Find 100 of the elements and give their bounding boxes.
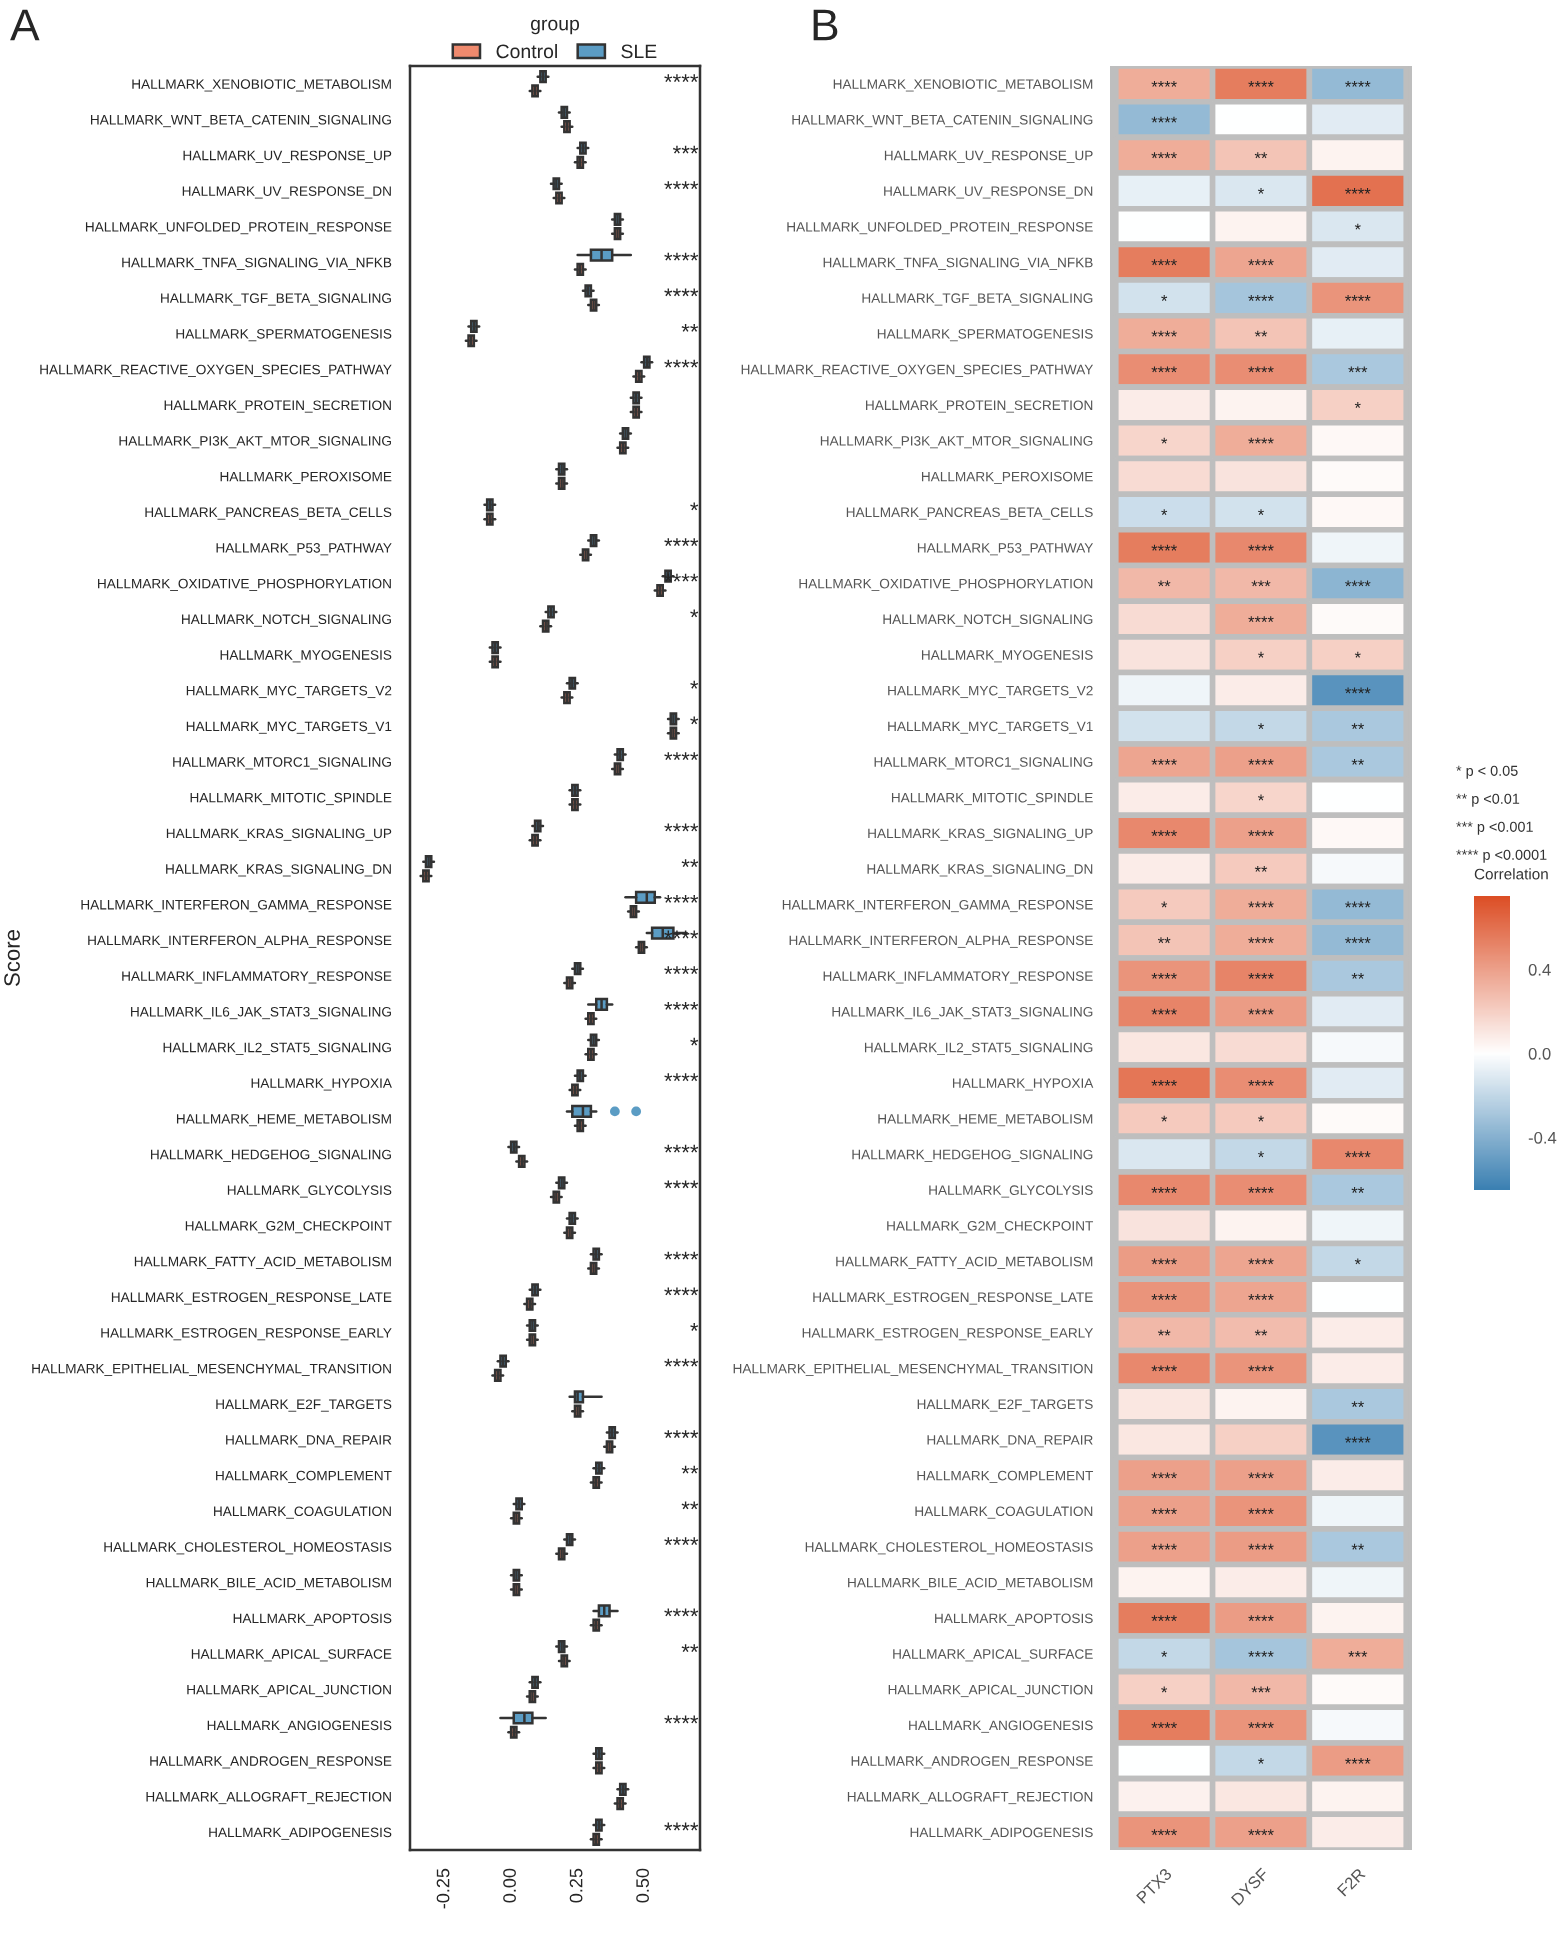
data-label: **** <box>1248 1650 1274 1657</box>
text: **** <box>664 288 699 297</box>
text: **** <box>664 1144 699 1153</box>
text: * <box>690 502 699 511</box>
data-label: ** <box>1157 1329 1171 1336</box>
color-bar-label: -0.4 <box>1528 1131 1557 1144</box>
data-label: * <box>1258 1757 1264 1764</box>
data-label: **** <box>1248 1722 1274 1729</box>
data-label: **** <box>1345 901 1371 908</box>
data-label: **** <box>1248 544 1274 551</box>
data-label: **** <box>1151 80 1177 87</box>
data-label: **** <box>1151 1258 1177 1265</box>
data-label: **** <box>1151 366 1177 373</box>
data-label: ** <box>1254 865 1268 872</box>
data-label: **** <box>1248 830 1274 837</box>
data-label: * <box>1258 794 1264 801</box>
text: **** <box>664 1251 699 1260</box>
text: **** <box>664 252 699 261</box>
data-label: * <box>1161 901 1168 908</box>
text: * <box>690 1323 699 1331</box>
text: * <box>690 609 699 618</box>
text: **** <box>664 823 699 832</box>
text: **** <box>664 1001 699 1010</box>
data-label: * <box>1161 1650 1168 1657</box>
data-label: * <box>1161 437 1168 444</box>
data-label: ** <box>1351 723 1365 730</box>
text: **** <box>664 1180 699 1189</box>
data-label: **** <box>1151 1829 1177 1836</box>
x-tick-label: 0.00 <box>503 1868 516 1903</box>
data-label: ** <box>1254 330 1268 337</box>
text: **** <box>664 74 699 83</box>
x-tick-label: 0.50 <box>636 1868 649 1903</box>
data-label: **** <box>1248 616 1274 623</box>
data-label: * <box>1258 509 1264 515</box>
data-label: **** <box>1248 1508 1274 1515</box>
data-label: **** <box>1248 1543 1274 1550</box>
data-label: **** <box>1248 1187 1274 1193</box>
data-label: **** <box>1151 1080 1177 1086</box>
data-label: * <box>1161 1115 1168 1122</box>
text: *** <box>672 145 699 154</box>
text: **** <box>664 966 699 975</box>
data-label: **** <box>1248 366 1274 373</box>
data-label: *** <box>1348 1650 1368 1657</box>
data-label: **** <box>1248 972 1274 979</box>
data-label: **** <box>1248 437 1274 444</box>
data-label: * <box>1258 651 1264 658</box>
text: **** <box>664 359 699 368</box>
y-axis-title: Score <box>4 929 20 987</box>
data-label: ** <box>1254 152 1268 159</box>
data-label: **** <box>1151 758 1177 765</box>
chart-title: B <box>813 9 838 41</box>
text: **** <box>664 752 699 761</box>
data-label: ** <box>1351 1543 1365 1550</box>
data-label: **** <box>1151 1008 1177 1015</box>
data-label: **** <box>1151 1615 1177 1622</box>
data-label: **** <box>1248 937 1274 944</box>
data-label: **** <box>1248 1294 1274 1300</box>
data-label: **** <box>1345 580 1371 587</box>
data-label: *** <box>1251 580 1271 587</box>
x-tick-label: -0.25 <box>436 1868 450 1909</box>
data-label: **** <box>1248 1258 1274 1265</box>
text: **** <box>664 1430 699 1438</box>
data-label: **** <box>1345 295 1371 301</box>
data-label: **** <box>1151 544 1177 551</box>
data-label: * <box>1258 1151 1264 1158</box>
data-label: **** <box>1151 1543 1177 1550</box>
text: **** <box>664 1073 699 1082</box>
text: * <box>690 680 699 689</box>
color-bar-label: 0.0 <box>1528 1047 1551 1060</box>
legend-label: SLE <box>621 44 657 59</box>
data-label: **** <box>1151 1722 1177 1729</box>
data-label: * <box>1354 402 1361 408</box>
data-label: **** <box>1248 1829 1274 1836</box>
data-label: **** <box>1151 830 1177 837</box>
data-label: * <box>1354 651 1361 658</box>
data-label: **** <box>1345 1757 1371 1764</box>
data-label: **** <box>1248 80 1274 87</box>
data-label: * <box>1161 295 1168 301</box>
data-label: **** <box>1151 259 1177 266</box>
data-label: * <box>1258 188 1264 194</box>
data-label: ** <box>1351 758 1365 765</box>
data-label: **** <box>1248 295 1274 301</box>
data-label: **** <box>1248 901 1274 908</box>
data-label: **** <box>1248 1080 1274 1086</box>
data-label: **** <box>1248 758 1274 765</box>
text: ** <box>681 859 699 868</box>
text: ** <box>681 324 699 332</box>
data-label: **** <box>1345 1151 1371 1158</box>
data-label: **** <box>1151 972 1177 979</box>
data-label: * <box>1258 723 1264 730</box>
text: **** <box>664 1537 699 1545</box>
data-label: **** <box>1345 80 1371 87</box>
data-label: * <box>1161 1686 1168 1693</box>
data-label: **** <box>1151 1294 1177 1300</box>
data-label: ** <box>1351 972 1365 979</box>
text: **** <box>664 894 699 903</box>
text: **** <box>664 1358 699 1367</box>
text: **** <box>664 1822 699 1831</box>
data-label: **** <box>1345 188 1371 194</box>
data-label: ** <box>1254 1329 1268 1336</box>
